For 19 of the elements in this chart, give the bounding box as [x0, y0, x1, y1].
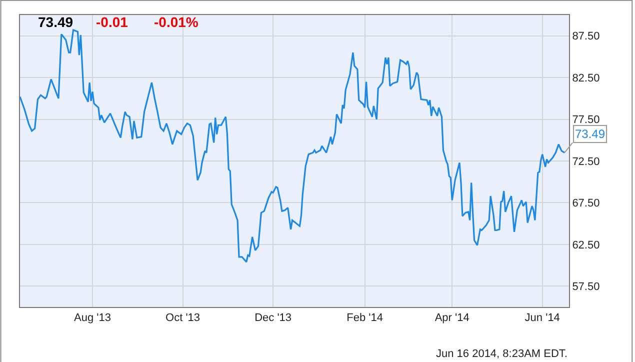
annotation: 73.49	[575, 127, 606, 141]
y-tick-label: 72.50	[572, 156, 600, 168]
text: Jun 16 2014, 8:23AM EDT.	[436, 348, 568, 360]
x-tick-label: Dec '13	[254, 312, 292, 324]
x-tick-label: Aug '13	[74, 312, 111, 324]
y-tick-label: 87.50	[572, 30, 600, 43]
annotation: -0.01%	[154, 14, 199, 30]
x-tick-label: Apr '14	[434, 312, 470, 324]
line-series	[20, 29, 566, 263]
x-tick-label: Feb '14	[346, 312, 383, 324]
y-tick-label: 57.50	[572, 280, 600, 293]
y-tick-label: 67.50	[572, 198, 600, 210]
annotation: -0.01	[96, 14, 128, 30]
y-tick-label: 62.50	[572, 239, 600, 252]
y-tick-label: 77.50	[572, 114, 600, 126]
y-tick-label: 82.50	[572, 72, 600, 84]
x-tick-label: Oct '13	[166, 312, 200, 324]
x-tick-label: Jun '14	[524, 312, 560, 324]
annotation: 73.49	[38, 14, 74, 30]
